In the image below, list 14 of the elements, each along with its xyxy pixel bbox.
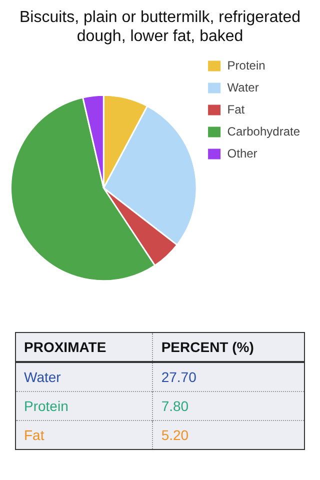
- text: 5.20: [152, 420, 304, 450]
- text: PROXIMATE: [23, 338, 108, 357]
- chart-title: Biscuits, plain or buttermilk, refrigerated dough, lower fat, baked: [18, 8, 302, 46]
- text: Protein: [16, 392, 153, 420]
- text: Fat: [16, 420, 153, 450]
- legend-label: Protein: [227, 58, 266, 72]
- legend-label: Other: [227, 146, 258, 160]
- text: 7.80: [152, 392, 304, 420]
- legend-label: Carbohydrate: [227, 124, 300, 138]
- legend-label: Water: [227, 80, 259, 94]
- text: Water: [16, 362, 153, 392]
- text: 27.70: [152, 362, 304, 392]
- text: PERCENT (%): [152, 332, 304, 362]
- legend-label: Fat: [227, 102, 246, 116]
